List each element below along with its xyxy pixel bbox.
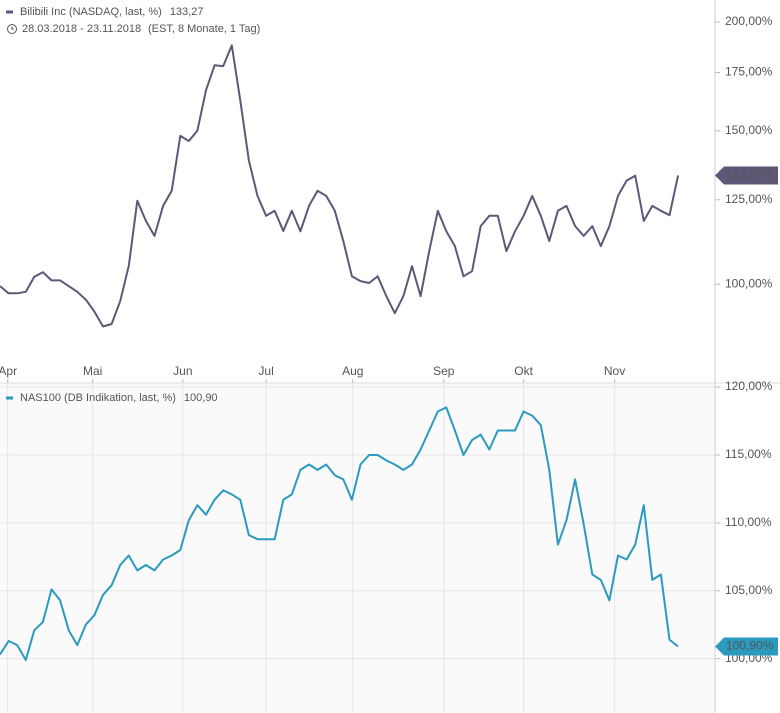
y-tick-label: 125,00% [725, 192, 773, 206]
date-range: 28.03.2018 - 23.11.2018 [22, 23, 141, 35]
x-tick-label: Sep [433, 364, 455, 378]
legend-label: Bilibili Inc (NASDAQ, last, %) [20, 6, 162, 18]
y-tick-label: 100,00% [725, 276, 773, 290]
y-tick-label: 150,00% [725, 123, 773, 137]
date-note: (EST, 8 Monate, 1 Tag) [148, 23, 260, 35]
y-tick-label: 175,00% [725, 65, 773, 79]
y-tick-label: 110,00% [725, 515, 772, 529]
clock-hands [11, 26, 14, 30]
legend-value: 133,27 [170, 6, 204, 18]
line [0, 406, 679, 661]
legend-value: 100,90 [184, 392, 218, 404]
x-tick-label: Aug [342, 364, 363, 378]
x-tick-label: Mai [83, 364, 102, 378]
x-tick-label: Jun [173, 364, 192, 378]
y-tick-label: 200,00% [725, 14, 773, 28]
y-tick-label: 105,00% [725, 583, 773, 597]
y-tick-label: 120,00% [725, 379, 773, 393]
last-value-label: 100,90% [726, 639, 774, 653]
x-tick-label: Okt [514, 364, 533, 378]
clock-icon [7, 24, 17, 34]
last-value-label: 133,27% [726, 168, 774, 182]
legend-swatch [6, 10, 13, 14]
x-tick-label: Nov [604, 364, 625, 378]
line [0, 44, 680, 328]
legend-swatch [6, 396, 13, 400]
y-tick-label: 115,00% [725, 447, 772, 461]
lower-panel-bg [0, 383, 715, 713]
x-tick-label: Apr [0, 364, 17, 378]
last-value-badge [715, 166, 778, 185]
last-value-badge [715, 637, 778, 656]
x-tick-label: Jul [258, 364, 273, 378]
legend-label: NAS100 (DB Indikation, last, %) [20, 392, 176, 404]
